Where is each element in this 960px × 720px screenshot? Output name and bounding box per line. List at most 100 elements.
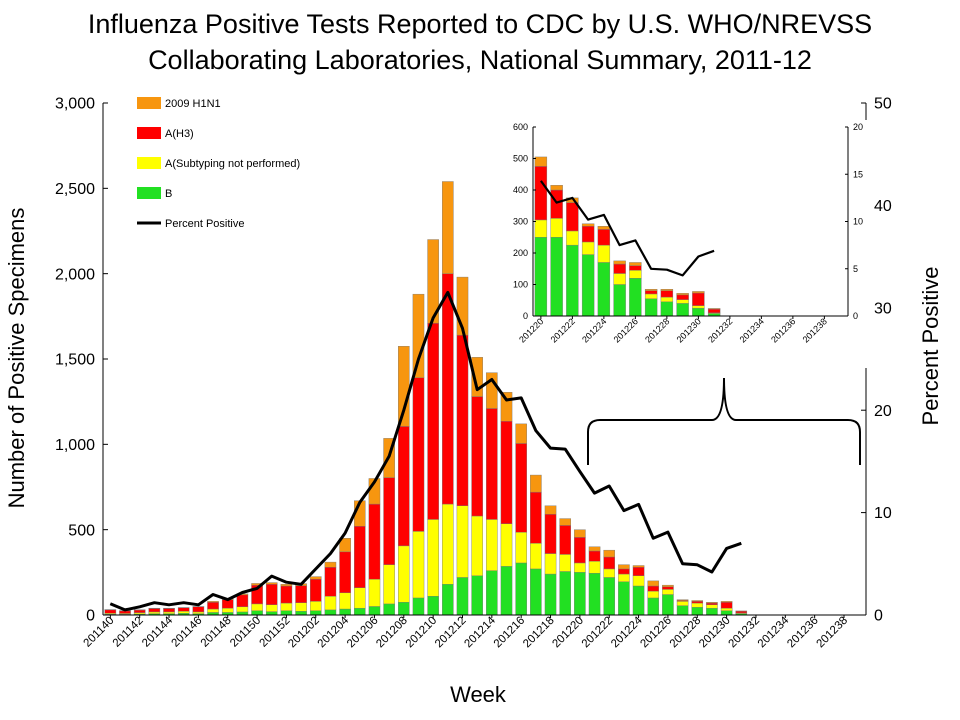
chart-title-line-1: Influenza Positive Tests Reported to CDC…: [87, 9, 873, 39]
bar-201207-a-h3-: [383, 477, 395, 565]
bar-201217-a-subtyping-not-performed-: [530, 543, 542, 570]
bar-201215-a-subtyping-not-performed-: [500, 523, 513, 567]
bar-201214-b: [486, 570, 498, 616]
bar-201151-a-subtyping-not-performed-: [265, 604, 278, 612]
x-tick-label-201206: 201206: [345, 615, 381, 651]
bar-201206-a-h3-: [368, 503, 381, 580]
bar-201203-a-subtyping-not-performed-: [324, 596, 337, 611]
bar-201227-b: [644, 298, 658, 317]
bar-201205-b: [354, 607, 366, 616]
x-tick-label-201218: 201218: [521, 615, 557, 651]
bar-201204-2009-h1n1: [339, 538, 351, 553]
bar-201216-b: [515, 562, 527, 616]
x-tick-label-201220: 201220: [550, 615, 586, 651]
legend-swatch-b: [137, 187, 161, 199]
x-tick-label-201210: 201210: [404, 615, 440, 651]
bar-201225-b: [647, 597, 660, 616]
percent-positive-line: [109, 290, 742, 612]
bar-201142-a-subtyping-not-performed-: [133, 612, 146, 615]
bar-201231-a-h3-: [735, 611, 748, 614]
bar-201213-b: [471, 575, 483, 616]
x-tick-label-201208: 201208: [374, 615, 410, 651]
bar-201227-b: [676, 605, 689, 616]
y2-tick-label: 40: [874, 198, 892, 215]
bar-201224-a-subtyping-not-performed-: [632, 575, 645, 587]
bar-201214-a-subtyping-not-performed-: [486, 519, 498, 571]
bar-201152-a-subtyping-not-performed-: [280, 602, 293, 611]
x-tick-label-201234: 201234: [756, 614, 792, 650]
y2-tick-label: 5: [853, 264, 858, 274]
bar-201147-a-h3-: [207, 602, 219, 610]
bar-201203-b: [324, 609, 337, 616]
bar-201152-b: [280, 610, 293, 616]
bar-201209-2009-h1n1: [412, 293, 425, 378]
bar-201230-a-subtyping-not-performed-: [692, 305, 705, 309]
bar-201229-2009-h1n1: [706, 602, 718, 604]
bar-201219-a-h3-: [559, 525, 571, 555]
bar-201228-a-subtyping-not-performed-: [691, 602, 704, 608]
bar-201220-a-subtyping-not-performed-: [574, 562, 586, 573]
bar-201150-b: [251, 610, 263, 616]
bar-201226-b: [629, 278, 642, 317]
bar-201204-a-h3-: [339, 551, 351, 594]
bar-201147-a-subtyping-not-performed-: [207, 608, 219, 613]
bar-201221-b: [550, 237, 563, 317]
bar-201226-a-subtyping-not-performed-: [629, 270, 642, 279]
bar-201220-a-subtyping-not-performed-: [534, 219, 548, 238]
bar-201213-2009-h1n1: [471, 357, 483, 397]
legend-swatch-a-h3-: [137, 127, 161, 139]
bar-201212-2009-h1n1: [456, 276, 469, 336]
bar-201226-2009-h1n1: [662, 584, 674, 588]
bar-201210-2009-h1n1: [427, 239, 439, 324]
legend-label: A(H3): [165, 128, 194, 140]
bar-201206-a-subtyping-not-performed-: [368, 578, 381, 607]
bar-201143-a-h3-: [148, 608, 161, 613]
legend: 2009 H1N1 A(H3) A(Subtyping not performed)…: [137, 97, 300, 230]
y2-tick-label: 20: [874, 403, 892, 420]
y2-tick-label: 20: [853, 122, 863, 132]
y-tick-label: 200: [513, 248, 528, 258]
x-tick-label-201204: 201204: [316, 614, 352, 650]
bar-201221-b: [588, 572, 601, 616]
bar-201222-a-subtyping-not-performed-: [603, 568, 616, 578]
bar-201216-a-subtyping-not-performed-: [515, 532, 527, 564]
bar-201212-b: [456, 577, 469, 616]
bar-201224-a-h3-: [632, 567, 645, 576]
x-tick-label-201212: 201212: [433, 615, 469, 651]
x-axis-label: Week: [450, 682, 507, 707]
y2-tick-label: 15: [853, 169, 863, 179]
bar-201223-a-subtyping-not-performed-: [618, 573, 630, 582]
bar-201211-a-h3-: [442, 273, 454, 505]
bar-201223-a-h3-: [581, 226, 595, 243]
bar-201205-a-subtyping-not-performed-: [354, 587, 366, 609]
bar-201222-b: [603, 577, 616, 616]
bar-201143-a-subtyping-not-performed-: [148, 611, 161, 614]
bar-201223-b: [618, 581, 630, 616]
x-tick-label-201152: 201152: [257, 615, 292, 650]
bar-201215-a-h3-: [500, 421, 513, 524]
bar-201230-a-h3-: [720, 602, 733, 609]
bar-201151-b: [265, 611, 278, 616]
bar-201217-2009-h1n1: [530, 474, 542, 493]
bar-201231-2009-h1n1: [707, 308, 721, 310]
x-tick-label-201230: 201230: [697, 615, 733, 651]
bar-201203-2009-h1n1: [324, 561, 337, 568]
y-tick-label: 500: [513, 154, 528, 164]
x-tick-label-201228: 201228: [668, 615, 704, 651]
y-tick-label: 1,500: [55, 352, 95, 369]
bar-201218-2009-h1n1: [544, 505, 557, 515]
x-tick-label-201216: 201216: [492, 615, 528, 651]
percent-positive-line: [540, 180, 715, 277]
bar-201225-a-h3-: [647, 585, 660, 592]
bar-201216-a-h3-: [515, 443, 527, 533]
bar-201203-a-h3-: [324, 567, 337, 597]
chart-title: Influenza Positive Tests Reported to CDC…: [0, 6, 960, 78]
bar-201226-b: [662, 594, 674, 616]
bar-201225-a-h3-: [613, 263, 626, 274]
y-tick-label: 300: [513, 217, 528, 227]
bar-201230-b: [692, 307, 705, 317]
inset-percent-line: [540, 180, 715, 277]
bar-201230-b: [720, 610, 733, 616]
bar-201209-b: [412, 597, 425, 616]
bar-201140-a-h3-: [104, 609, 117, 614]
